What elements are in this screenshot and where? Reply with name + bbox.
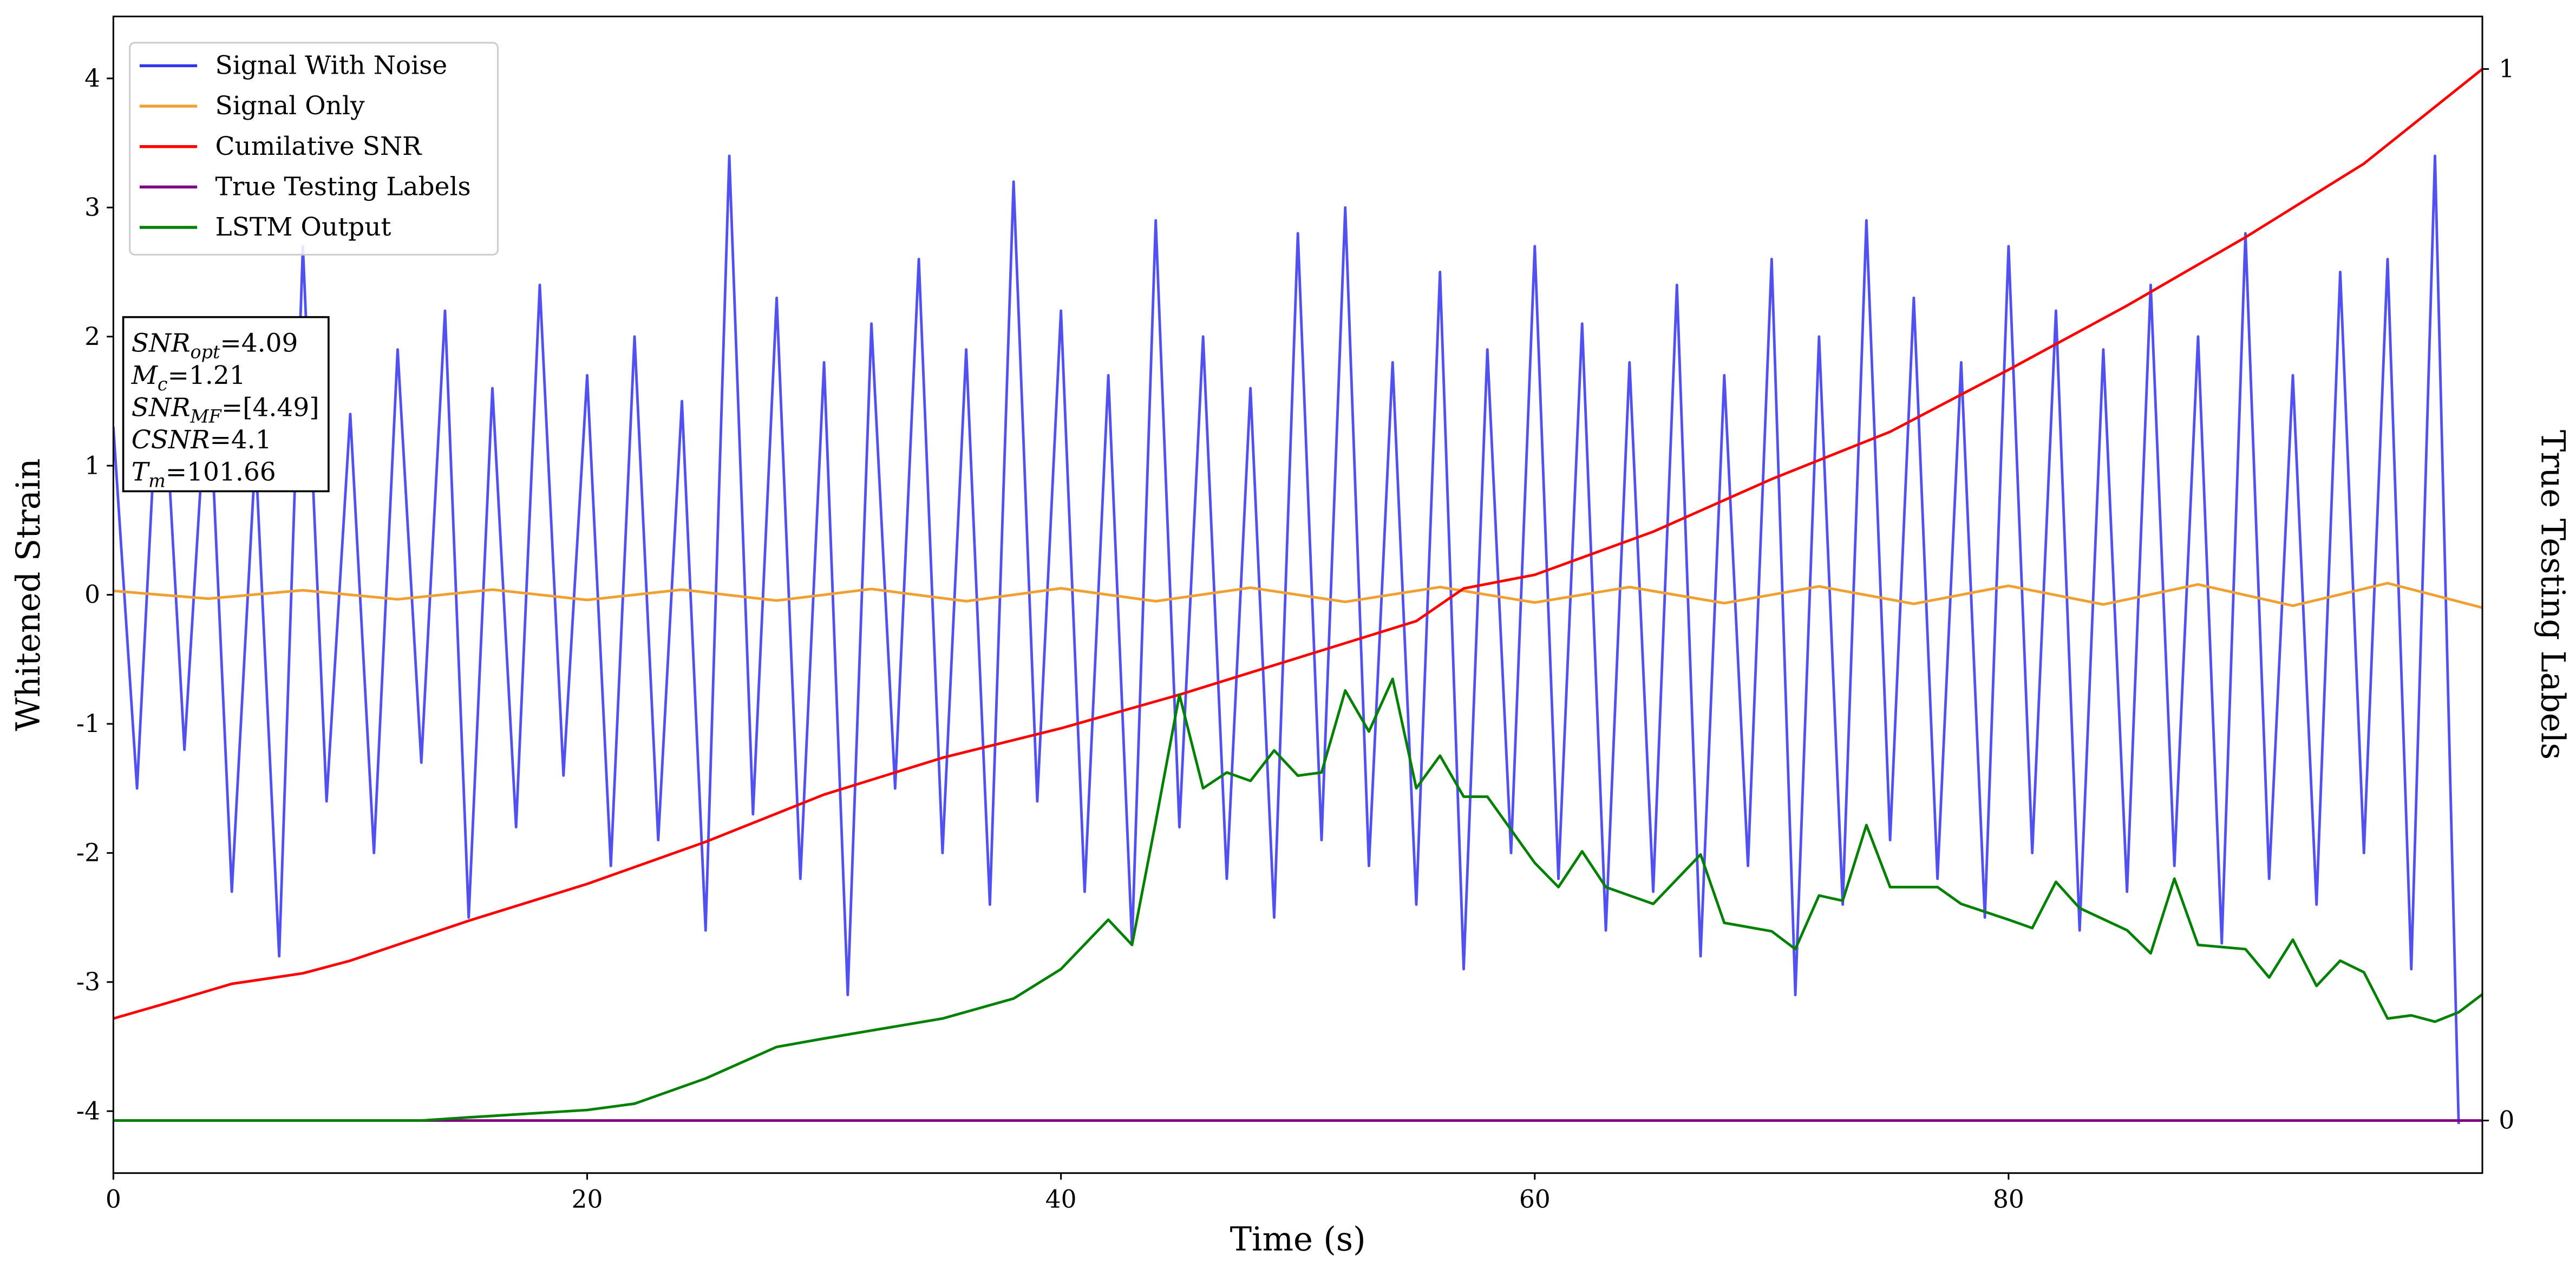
legend-label: Signal With Noise <box>215 51 448 81</box>
annotation-value: =[4.49] <box>221 393 319 422</box>
annotation-line: Tm=101.66 <box>132 457 276 491</box>
y-tick-label: 1 <box>84 451 100 480</box>
legend-label: Signal Only <box>215 91 365 121</box>
series-line <box>113 68 2483 1020</box>
y-tick-label: -3 <box>76 968 100 996</box>
y-tick-label: -4 <box>76 1096 100 1125</box>
series-line <box>113 677 2483 1122</box>
annotation-subscript: MF <box>190 406 223 427</box>
x-axis-label: Time (s) <box>1230 1220 1366 1258</box>
y2-axis-label: True Testing Labels <box>2533 430 2571 760</box>
legend-label: True Testing Labels <box>215 172 471 202</box>
y-axis-label: Whitened Strain <box>10 459 48 731</box>
annotation-value: =101.66 <box>166 457 276 487</box>
annotation-box: SNRopt=4.09Mc=1.21SNRMF=[4.49]CSNR=4.1Tm… <box>122 316 330 493</box>
y2-tick-label: 0 <box>2499 1106 2514 1135</box>
plot-area <box>113 68 2483 1125</box>
annotation-symbol: M <box>131 361 159 390</box>
y2-tick-label: 1 <box>2499 55 2514 83</box>
x-tick-label: 40 <box>1045 1185 1077 1213</box>
annotation-symbol: SNR <box>132 328 191 358</box>
y-tick-label: -2 <box>76 839 100 867</box>
y-tick-label: 0 <box>84 580 100 609</box>
y-tick-label: 2 <box>84 322 100 351</box>
series-line <box>113 582 2483 609</box>
annotation-subscript: m <box>148 470 166 491</box>
annotation-frame <box>122 316 330 493</box>
legend-label: Cumilative SNR <box>215 132 423 161</box>
annotation-line: CSNR=4.1 <box>132 425 272 455</box>
annotation-value: =1.21 <box>168 361 246 390</box>
annotation-line: SNRopt=4.09 <box>132 328 298 362</box>
x-tick-label: 60 <box>1519 1185 1551 1213</box>
y-tick-label: 4 <box>84 64 100 93</box>
series-line <box>113 154 2460 1125</box>
annotation-value: =4.1 <box>210 425 271 455</box>
annotation-line: Mc=1.21 <box>131 361 246 395</box>
annotation-subscript: opt <box>191 342 220 363</box>
x-tick-label: 20 <box>572 1185 603 1213</box>
x-tick-label: 80 <box>1993 1185 2024 1213</box>
annotation-symbol: SNR <box>132 393 191 422</box>
annotation-line: SNRMF=[4.49] <box>132 393 319 427</box>
annotation-value: =4.09 <box>220 328 298 358</box>
annotation-symbol: CSNR <box>132 425 210 455</box>
legend: Signal With Noise Signal Only Cumilative S… <box>129 42 499 256</box>
annotation-symbol: T <box>132 457 151 487</box>
x-tick-label: 0 <box>106 1185 121 1213</box>
annotation-subscript: c <box>158 374 168 395</box>
y-tick-label: -1 <box>76 709 100 738</box>
legend-label: LSTM Output <box>215 212 391 242</box>
y-tick-label: 3 <box>84 193 100 221</box>
legend-box <box>129 42 499 256</box>
